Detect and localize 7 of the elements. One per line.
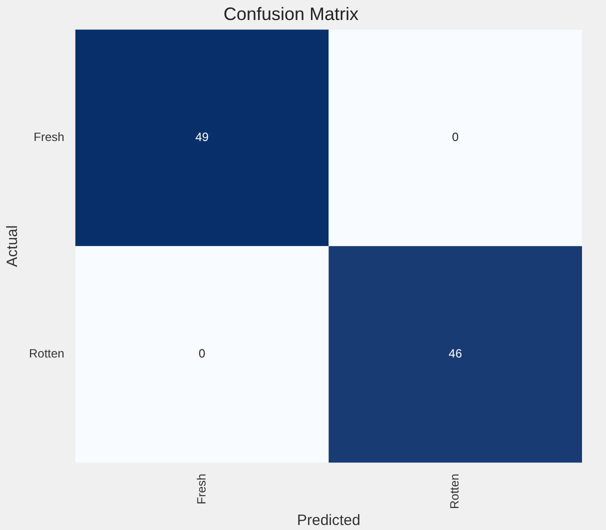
y-axis-title: Actual bbox=[4, 225, 22, 267]
data-label: 0 bbox=[198, 346, 206, 361]
x-axis-title: Predicted bbox=[296, 512, 360, 530]
data-label: 46 bbox=[448, 346, 462, 361]
data-label: 0 bbox=[452, 130, 459, 144]
chart-title: Confusion Matrix bbox=[223, 4, 359, 24]
data-label: 49 bbox=[195, 130, 210, 144]
